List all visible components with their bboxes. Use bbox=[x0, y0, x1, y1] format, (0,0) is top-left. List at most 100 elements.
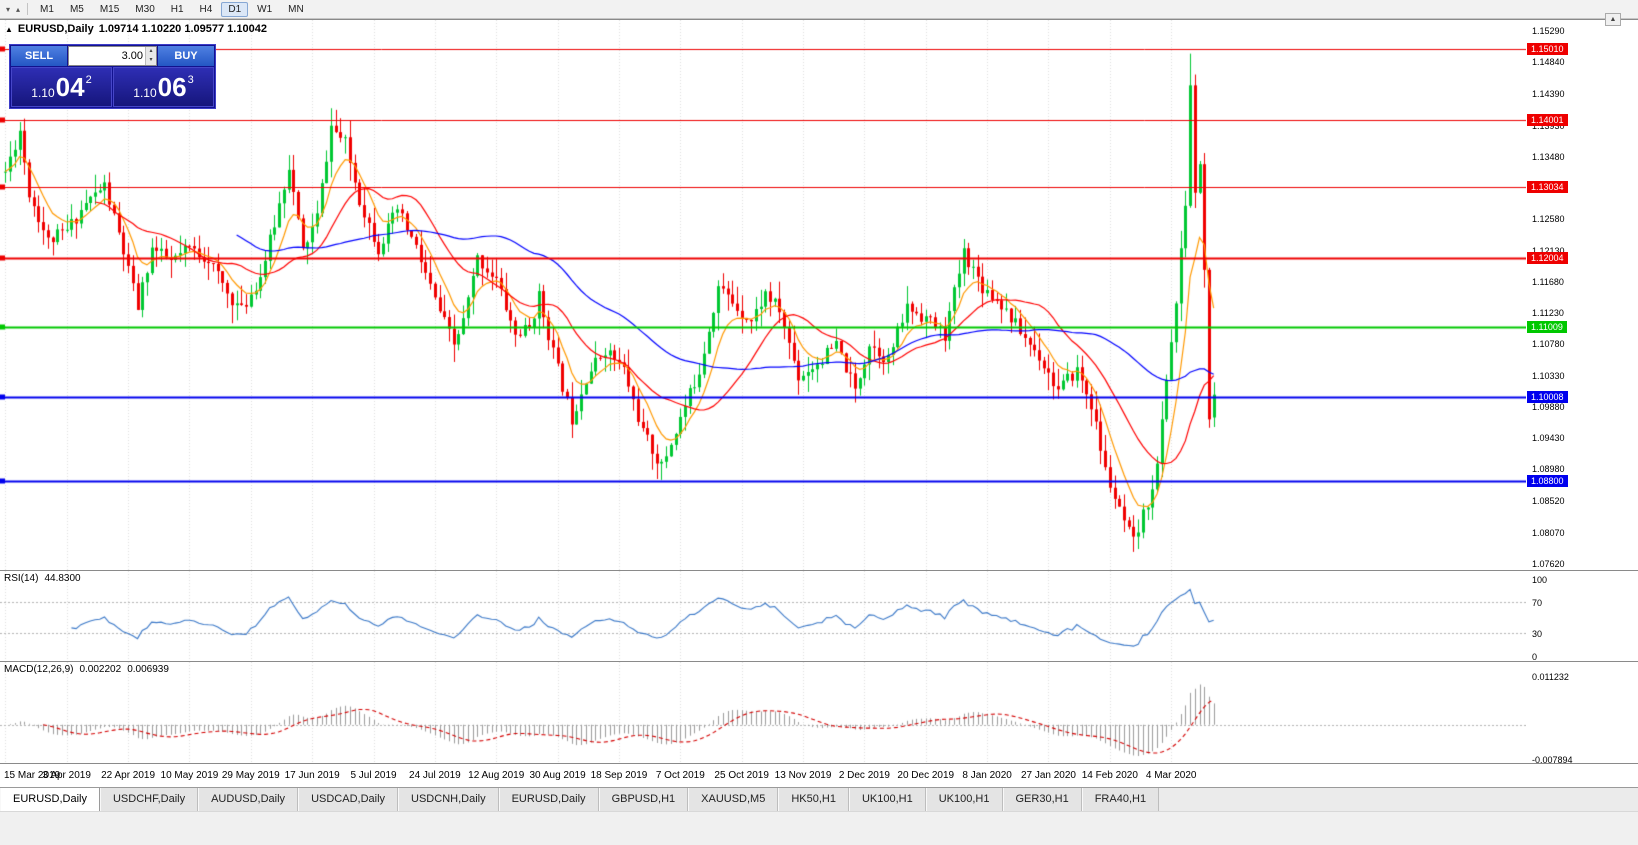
volume-field[interactable]: 3.00 ▴ ▾ bbox=[68, 46, 157, 66]
chart-tabs-bar: EURUSD,Daily USDCHF,Daily AUDUSD,Daily USDC… bbox=[0, 787, 1638, 811]
price-axis-label: 1.08070 bbox=[1532, 527, 1565, 538]
date-label: 7 Oct 2019 bbox=[655, 770, 705, 781]
price-axis-label: 1.12130 bbox=[1532, 245, 1565, 256]
price-level-tag[interactable]: 1.13034 bbox=[1527, 180, 1568, 193]
timeframe-button-w1[interactable]: W1 bbox=[257, 3, 273, 15]
date-label: 24 Jul 2019 bbox=[409, 770, 461, 781]
chart-dropdown-icon[interactable]: ▾ bbox=[6, 4, 11, 14]
status-strip bbox=[0, 811, 1638, 845]
buy-price-display[interactable]: 1.10 06 3 bbox=[113, 67, 214, 107]
chart-up-icon[interactable]: ▴ bbox=[16, 4, 21, 14]
chart-tab[interactable]: HK50,H1 bbox=[778, 788, 849, 811]
rsi-scale-label: 70 bbox=[1532, 598, 1543, 609]
rsi-label: RSI(14) 44.8300 bbox=[4, 573, 81, 584]
chart-tab[interactable]: EURUSD,Daily bbox=[0, 788, 100, 811]
buy-price-sup: 3 bbox=[187, 74, 194, 86]
price-level-tag[interactable]: 1.11009 bbox=[1527, 321, 1567, 334]
timeframe-button-mn[interactable]: MN bbox=[288, 3, 304, 15]
date-label: 4 Mar 2020 bbox=[1145, 770, 1197, 781]
date-label: 18 Sep 2019 bbox=[590, 770, 648, 781]
chart-tab[interactable]: USDCNH,Daily bbox=[398, 788, 499, 811]
price-axis-label: 1.07620 bbox=[1532, 559, 1565, 569]
volume-up-button[interactable]: ▴ bbox=[146, 47, 156, 56]
price-axis-scroll-button[interactable]: ▲ bbox=[1605, 13, 1621, 26]
timeframe-button-d1[interactable]: D1 bbox=[221, 1, 249, 17]
chart-tab[interactable]: FRA40,H1 bbox=[1081, 788, 1160, 811]
timeframe-button-m1[interactable]: M1 bbox=[40, 3, 54, 15]
date-label: 22 Apr 2019 bbox=[101, 770, 156, 781]
price-chart-canvas[interactable] bbox=[0, 20, 1526, 570]
sell-price-display[interactable]: 1.10 04 2 bbox=[11, 67, 112, 107]
volume-down-button[interactable]: ▾ bbox=[146, 56, 156, 65]
time-axis: 15 Mar 2019 3 Apr 2019 22 Apr 2019 10 May 2… bbox=[0, 763, 1638, 787]
rsi-panel: RSI(14) 44.8300 100 70 30 0 bbox=[0, 570, 1638, 662]
chart-tab[interactable]: GER30,H1 bbox=[1002, 788, 1082, 811]
date-label: 25 Oct 2019 bbox=[714, 770, 769, 781]
date-label: 13 Nov 2019 bbox=[774, 770, 832, 781]
chart-symbol-label: EURUSD,Daily bbox=[17, 23, 94, 35]
price-axis-label: 1.14840 bbox=[1532, 57, 1565, 68]
chart-tab[interactable]: AUDUSD,Daily bbox=[198, 788, 299, 811]
price-axis-label: 1.09880 bbox=[1532, 401, 1565, 412]
rsi-canvas[interactable] bbox=[0, 571, 1526, 661]
buy-price-big: 06 bbox=[157, 72, 187, 102]
price-axis-label: 1.10330 bbox=[1532, 370, 1565, 381]
timeframe-button-h1[interactable]: H1 bbox=[170, 3, 184, 15]
price-level-tag[interactable]: 1.12004 bbox=[1527, 252, 1568, 265]
macd-scale-label: 0.011232 bbox=[1532, 672, 1569, 682]
date-label: 30 Aug 2019 bbox=[529, 770, 586, 781]
chart-tab[interactable]: EURUSD,Daily bbox=[498, 788, 599, 811]
chart-tab[interactable]: GBPUSD,H1 bbox=[598, 788, 689, 811]
chart-header: ▲ EURUSD,Daily 1.09714 1.10220 1.09577 1… bbox=[5, 23, 267, 35]
macd-main-value: 0.002202 bbox=[79, 664, 122, 675]
macd-canvas[interactable] bbox=[0, 662, 1526, 763]
buy-button[interactable]: BUY bbox=[158, 46, 214, 66]
timeframe-button-m15[interactable]: M15 bbox=[99, 3, 120, 15]
price-axis-label: 1.09430 bbox=[1532, 433, 1565, 444]
chart-tab[interactable]: USDCAD,Daily bbox=[298, 788, 399, 811]
price-axis-label: 1.13480 bbox=[1532, 151, 1565, 162]
price-level-tag[interactable]: 1.14001 bbox=[1527, 113, 1568, 126]
chart-tab[interactable]: UK100,H1 bbox=[848, 788, 926, 811]
timeframe-button-m5[interactable]: M5 bbox=[69, 3, 84, 15]
sell-button[interactable]: SELL bbox=[11, 46, 67, 66]
macd-axis: 0.011232 -0.007894 bbox=[1527, 662, 1638, 765]
date-label: 27 Jan 2020 bbox=[1020, 770, 1076, 781]
rsi-scale-label: 30 bbox=[1532, 628, 1543, 639]
date-label: 10 May 2019 bbox=[160, 770, 219, 781]
chart-tab[interactable]: USDCHF,Daily bbox=[99, 788, 199, 811]
price-axis-label: 1.08520 bbox=[1532, 496, 1565, 507]
rsi-plot: RSI(14) 44.8300 bbox=[0, 571, 1526, 661]
chart-tab[interactable]: XAUUSD,M5 bbox=[688, 788, 779, 811]
price-level-tag[interactable]: 1.15010 bbox=[1527, 43, 1568, 56]
top-toolbar: ▾ ▴ M1 M5 M15 M30 H1 H4 D1 W1 MN bbox=[0, 0, 1638, 19]
price-level-tag[interactable]: 1.10008 bbox=[1527, 391, 1568, 404]
price-axis-label: 1.10780 bbox=[1532, 339, 1565, 350]
sell-price-sup: 2 bbox=[85, 74, 92, 86]
price-level-tag[interactable]: 1.08800 bbox=[1527, 475, 1568, 487]
price-axis-label: 1.08980 bbox=[1532, 464, 1565, 475]
price-axis-label: 1.14390 bbox=[1532, 88, 1565, 99]
date-label: 15 Mar 2019 bbox=[4, 770, 61, 781]
timeframe-button-h4[interactable]: H4 bbox=[199, 3, 213, 15]
chart-ohlc-values: 1.09714 1.10220 1.09577 1.10042 bbox=[98, 23, 267, 35]
date-label: 12 Aug 2019 bbox=[468, 770, 525, 781]
date-label: 2 Dec 2019 bbox=[838, 770, 890, 781]
sell-price-big: 04 bbox=[55, 72, 85, 102]
price-axis-label: 1.11680 bbox=[1532, 276, 1564, 287]
sell-price-prefix: 1.10 bbox=[31, 86, 55, 100]
date-label: 3 Apr 2019 bbox=[42, 770, 91, 781]
price-chart-panel: ▲ EURUSD,Daily 1.09714 1.10220 1.09577 1… bbox=[0, 19, 1638, 570]
rsi-scale-label: 0 bbox=[1532, 652, 1538, 662]
rsi-axis: 100 70 30 0 bbox=[1527, 571, 1638, 662]
timeframe-button-m30[interactable]: M30 bbox=[135, 3, 155, 15]
volume-value[interactable]: 3.00 bbox=[121, 50, 143, 62]
date-label: 8 Jan 2020 bbox=[962, 770, 1012, 781]
macd-plot: MACD(12,26,9) 0.002202 0.006939 bbox=[0, 662, 1526, 763]
date-label: 5 Jul 2019 bbox=[350, 770, 397, 781]
date-label: 14 Feb 2020 bbox=[1081, 770, 1138, 781]
rsi-value: 44.8300 bbox=[44, 573, 81, 584]
chart-corner-icon: ▲ bbox=[5, 24, 13, 34]
chart-tab[interactable]: UK100,H1 bbox=[925, 788, 1003, 811]
